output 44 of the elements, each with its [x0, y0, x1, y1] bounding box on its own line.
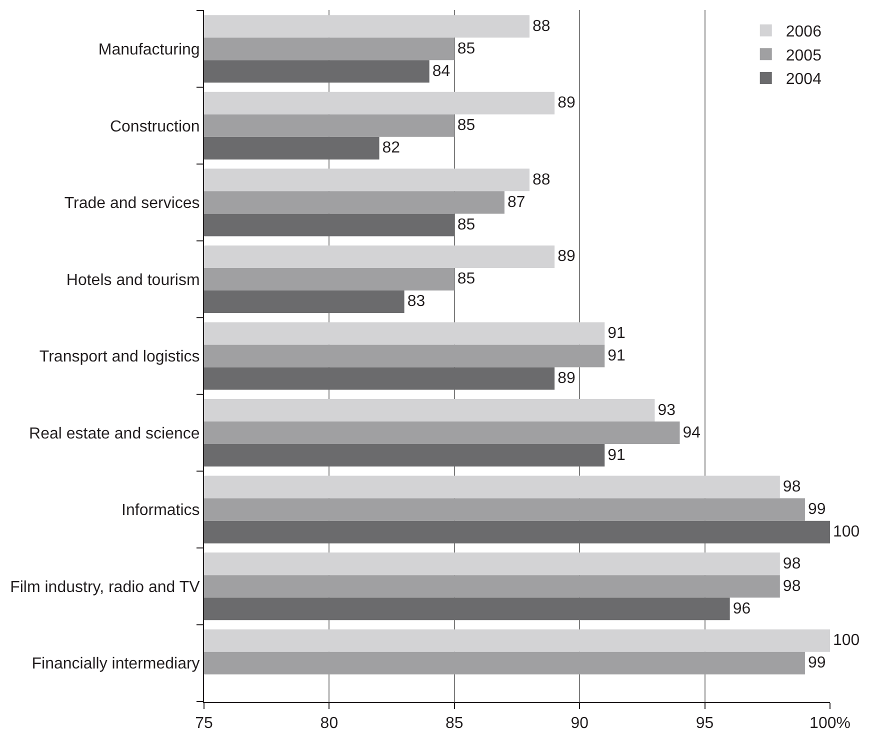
x-tick-label: 90: [570, 715, 589, 732]
y-tick-label: Real estate and science: [29, 425, 200, 442]
data-label: 94: [682, 424, 701, 442]
x-tick-label: 80: [320, 715, 338, 732]
y-tick-label: Film industry, radio and TV: [10, 578, 200, 596]
data-label: 83: [407, 293, 426, 310]
data-label: 88: [532, 18, 550, 35]
x-tick-label: 75: [195, 715, 213, 732]
legend-label: 2006: [786, 24, 822, 41]
data-label: 99: [808, 654, 826, 672]
x-tick-label: 100%: [810, 715, 850, 732]
data-label: 89: [558, 248, 576, 266]
data-label: 84: [432, 62, 450, 80]
y-tick-label: Financially intermediary: [32, 656, 200, 673]
data-label: 85: [457, 216, 476, 234]
data-label: 82: [382, 140, 400, 157]
x-tick-label: 95: [696, 715, 714, 732]
data-label: 96: [732, 600, 751, 618]
data-label: 85: [457, 117, 476, 134]
data-label: 93: [658, 402, 676, 419]
legend-label: 2005: [786, 47, 822, 64]
data-label: 87: [507, 194, 526, 211]
data-label: 100: [833, 524, 860, 541]
data-label: 98: [782, 555, 801, 572]
y-tick-label: Hotels and tourism: [66, 272, 200, 289]
y-tick-label: Transport and logistics: [39, 348, 200, 366]
data-label: 89: [558, 370, 576, 388]
data-label: 99: [808, 501, 826, 518]
data-label: 91: [608, 348, 626, 364]
data-label: 91: [608, 324, 626, 342]
data-label: 85: [457, 40, 476, 58]
data-label: 85: [457, 270, 476, 288]
y-tick-label: Construction: [110, 118, 200, 136]
data-label: 98: [782, 578, 801, 595]
y-tick-label: Trade and services: [64, 195, 200, 212]
y-tick-label: Manufacturing: [98, 41, 200, 58]
data-label: 98: [782, 478, 801, 496]
data-label: 91: [608, 446, 626, 464]
data-label: 88: [532, 171, 550, 188]
y-tick-label: Informatics: [122, 502, 200, 520]
legend-label: 2004: [786, 71, 822, 88]
data-label: 89: [558, 94, 576, 112]
data-label: 100: [833, 632, 860, 650]
x-tick-label: 85: [446, 715, 464, 732]
